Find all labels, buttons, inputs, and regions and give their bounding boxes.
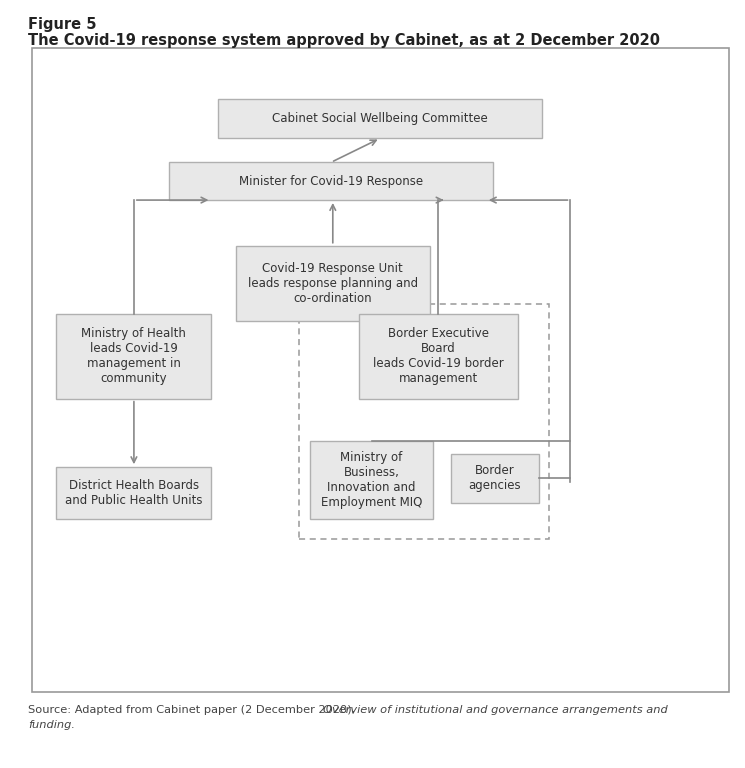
- Text: Source: Adapted from Cabinet paper (2 December 2020),: Source: Adapted from Cabinet paper (2 De…: [28, 705, 359, 715]
- FancyBboxPatch shape: [310, 441, 433, 519]
- Text: Ministry of
Business,
Innovation and
Employment MIQ: Ministry of Business, Innovation and Emp…: [321, 451, 422, 509]
- FancyBboxPatch shape: [57, 467, 212, 519]
- FancyBboxPatch shape: [57, 314, 212, 399]
- Text: Minister for Covid-19 Response: Minister for Covid-19 Response: [239, 174, 423, 187]
- Text: The Covid-19 response system approved by Cabinet, as at 2 December 2020: The Covid-19 response system approved by…: [28, 33, 660, 48]
- FancyBboxPatch shape: [32, 48, 729, 692]
- FancyBboxPatch shape: [218, 99, 542, 138]
- Text: District Health Boards
and Public Health Units: District Health Boards and Public Health…: [65, 479, 203, 507]
- Text: Figure 5: Figure 5: [28, 17, 97, 32]
- Text: Cabinet Social Wellbeing Committee: Cabinet Social Wellbeing Committee: [273, 112, 488, 125]
- FancyBboxPatch shape: [169, 162, 493, 200]
- Text: Ministry of Health
leads Covid-19
management in
community: Ministry of Health leads Covid-19 manage…: [81, 327, 186, 386]
- Text: Border Executive
Board
leads Covid-19 border
management: Border Executive Board leads Covid-19 bo…: [373, 327, 504, 386]
- FancyBboxPatch shape: [359, 314, 518, 399]
- Text: Overview of institutional and governance arrangements and: Overview of institutional and governance…: [323, 705, 668, 715]
- Text: Covid-19 Response Unit
leads response planning and
co-ordination: Covid-19 Response Unit leads response pl…: [248, 262, 418, 305]
- Text: Border
agencies: Border agencies: [469, 465, 521, 492]
- Text: funding.: funding.: [28, 720, 75, 730]
- FancyBboxPatch shape: [236, 246, 430, 320]
- FancyBboxPatch shape: [451, 454, 539, 503]
